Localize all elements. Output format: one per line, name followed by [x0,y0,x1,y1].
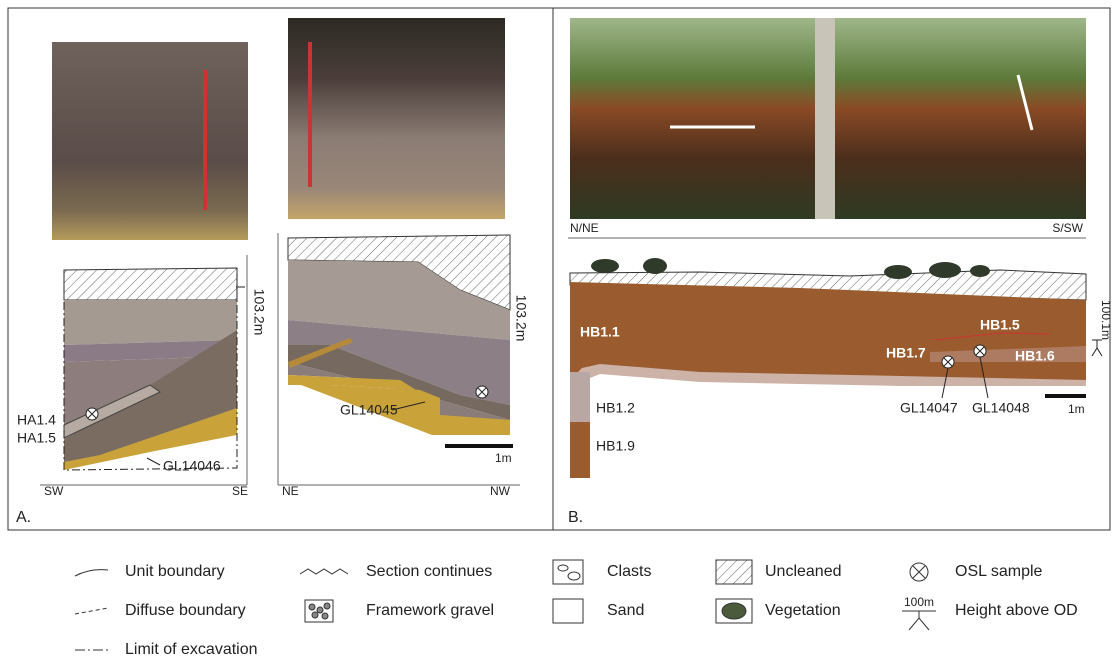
legend-label: Uncleaned [765,563,842,580]
unit-label: HA1.4 [17,412,56,428]
photo [52,42,248,240]
legend-label: Framework gravel [366,602,494,619]
tree [815,18,835,219]
legend-label: Clasts [607,563,651,580]
unit-label: HB1.5 [980,317,1020,333]
legend-label: Unit boundary [125,563,225,580]
scale-bar [1045,394,1086,398]
legend-label: Vegetation [765,602,841,619]
section-b [569,258,1087,478]
frame [7,7,1111,531]
legend-label: Diffuse boundary [125,602,246,619]
height-label: 100.1m [1099,300,1113,340]
sample-label: GL14048 [972,400,1030,416]
scale-pole [308,42,312,187]
legend-label: Height above OD [955,602,1078,619]
legend-label: Limit of excavation [125,641,258,658]
unit-label: HA1.5 [17,430,56,446]
sample-label: GL14046 [163,458,221,474]
sample-label: GL14047 [900,400,958,416]
sample-label: GL14045 [340,402,398,418]
orientation-label: NW [490,484,511,498]
legend-label: OSL sample [955,563,1043,580]
unit-label: HB1.2 [596,400,635,416]
unit-label: HB1.9 [596,438,635,454]
legend [74,559,936,651]
height-label: 103.2m [251,289,267,336]
section-a1 [40,255,248,486]
unit-label: HB1.6 [1015,348,1055,364]
unit-label: HB1.1 [580,324,620,340]
scale-bar [445,444,513,448]
legend-symbol: 100m [904,595,934,609]
scale-label: 1m [495,451,512,465]
scale-pole [203,70,207,210]
unit-label: HB1.7 [886,345,926,361]
photo [288,18,505,219]
orientation-label: SE [232,484,248,498]
height-symbol [1091,339,1103,357]
orientation-label: SW [44,484,64,498]
panel-label: A. [16,509,31,526]
section-a2 [277,233,520,486]
orientation-label: S/SW [1052,221,1083,235]
scale-label: 1m [1068,402,1085,416]
panel-label: B. [568,509,583,526]
orientation-label: N/NE [570,221,599,235]
legend-label: Sand [607,602,644,619]
height-label: 103.2m [513,295,529,342]
orientation-label: NE [282,484,299,498]
legend-label: Section continues [366,563,492,580]
